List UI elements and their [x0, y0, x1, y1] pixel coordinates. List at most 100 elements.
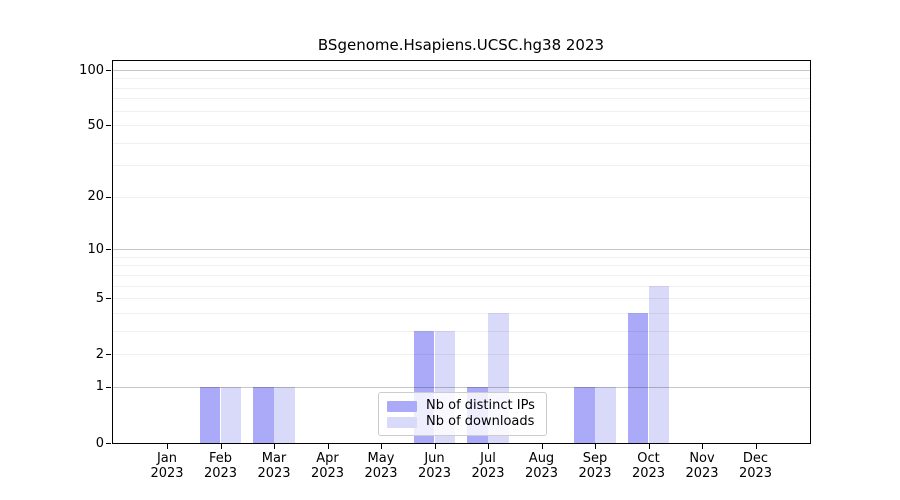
x-tick-year: 2023	[578, 466, 612, 481]
bar-nb-of-downloads-feb	[220, 386, 242, 443]
x-tick-nov	[702, 444, 703, 449]
x-tick-month: May	[367, 451, 395, 466]
x-tick-year: 2023	[203, 466, 238, 481]
x-tick-label-jan: Jan 2023	[135, 451, 199, 481]
x-tick-label-feb: Feb 2023	[189, 451, 253, 481]
x-tick-jul	[488, 444, 489, 449]
x-tick-month: Apr	[316, 451, 339, 466]
x-tick-year: 2023	[257, 466, 291, 481]
x-tick-aug	[541, 444, 543, 449]
x-tick-year: 2023	[364, 466, 398, 481]
bar-nb-of-downloads-oct	[648, 285, 670, 443]
legend-label-downloads: Nb of downloads	[426, 414, 535, 429]
legend-item-distinct-ips: Nb of distinct IPs	[387, 398, 538, 414]
x-tick-year: 2023	[471, 466, 505, 481]
y-tick-1	[106, 386, 111, 388]
gridline-major-100	[112, 70, 810, 71]
x-tick-sep	[595, 444, 596, 449]
gridline-minor-20	[112, 196, 810, 198]
x-tick-label-oct: Oct 2023	[617, 451, 681, 481]
y-tick-label-2: 2	[95, 346, 104, 362]
gridline-minor-9	[112, 256, 810, 258]
x-tick-year: 2023	[524, 466, 559, 481]
bar-nb-of-distinct-ips-mar	[253, 386, 274, 443]
x-tick-label-may: May 2023	[349, 451, 413, 481]
gridline-minor-90	[112, 78, 810, 80]
x-tick-month: Nov	[689, 451, 715, 466]
x-tick-month: Jan	[156, 451, 178, 466]
x-tick-month: Jul	[480, 451, 496, 466]
axis-spine-right	[810, 60, 811, 444]
x-tick-year: 2023	[310, 466, 345, 481]
x-tick-month: Aug	[528, 451, 555, 466]
gridline-minor-3	[112, 330, 810, 332]
x-tick-label-sep: Sep 2023	[563, 451, 627, 481]
y-tick-label-5: 5	[95, 290, 104, 306]
bar-nb-of-downloads-sep	[595, 386, 616, 443]
y-tick-label-1: 1	[95, 379, 104, 395]
axis-spine-left	[112, 60, 113, 444]
gridline-minor-4	[112, 312, 810, 314]
x-tick-month: Mar	[261, 451, 287, 466]
legend-item-downloads: Nb of downloads	[387, 414, 538, 430]
chart-title: BSgenome.Hsapiens.UCSC.hg38 2023	[317, 36, 605, 54]
x-tick-label-aug: Aug 2023	[510, 451, 574, 481]
y-tick-label-0: 0	[95, 435, 104, 451]
gridline-major-1	[112, 386, 810, 388]
bar-nb-of-distinct-ips-oct	[627, 312, 649, 443]
y-tick-label-20: 20	[87, 189, 104, 205]
x-tick-jun	[434, 444, 436, 449]
x-tick-year: 2023	[685, 466, 719, 481]
x-tick-year: 2023	[631, 466, 666, 481]
y-tick-label-10: 10	[87, 241, 104, 257]
x-tick-month: Oct	[637, 451, 660, 466]
x-tick-label-jul: Jul 2023	[456, 451, 520, 481]
gridline-minor-8	[112, 265, 810, 267]
x-tick-month: Jun	[424, 451, 445, 466]
x-tick-label-jun: Jun 2023	[403, 451, 467, 481]
y-tick-100	[106, 70, 111, 71]
x-tick-oct	[648, 444, 650, 449]
gridline-minor-6	[112, 285, 810, 287]
y-tick-2	[106, 354, 111, 356]
y-tick-label-50: 50	[87, 117, 104, 133]
y-tick-50	[106, 125, 111, 127]
x-tick-apr	[327, 444, 329, 449]
axis-spine-bottom	[112, 443, 811, 444]
x-tick-year: 2023	[738, 466, 773, 481]
gridline-minor-60	[112, 110, 810, 112]
x-tick-month: Feb	[208, 451, 233, 466]
x-tick-may	[381, 444, 382, 449]
x-tick-label-nov: Nov 2023	[670, 451, 734, 481]
legend: Nb of distinct IPs Nb of downloads	[378, 392, 547, 436]
y-tick-20	[106, 196, 111, 198]
gridline-minor-30	[112, 165, 810, 167]
x-tick-feb	[220, 444, 222, 449]
bar-nb-of-distinct-ips-sep	[574, 386, 595, 443]
bar-nb-of-downloads-mar	[274, 386, 295, 443]
plot-area: 0 1 2 5 10 20 50 100 Jan 2023 Feb 2023 Mar 2023 Apr 202…	[79, 60, 810, 481]
x-tick-mar	[274, 444, 275, 449]
x-tick-label-mar: Mar 2023	[242, 451, 306, 481]
x-tick-year: 2023	[417, 466, 452, 481]
gridline-minor-50	[112, 125, 810, 127]
y-tick-0	[106, 443, 111, 444]
y-tick-label-100: 100	[79, 62, 104, 78]
y-tick-10	[106, 249, 111, 251]
x-tick-label-apr: Apr 2023	[296, 451, 360, 481]
gridline-minor-2	[112, 354, 810, 356]
bar-nb-of-distinct-ips-feb	[199, 386, 221, 443]
x-tick-year: 2023	[150, 466, 184, 481]
x-tick-month: Sep	[582, 451, 608, 466]
gridline-major-10	[112, 249, 810, 251]
gridline-minor-70	[112, 98, 810, 100]
gridline-minor-7	[112, 274, 810, 276]
gridline-minor-5	[112, 298, 810, 300]
x-tick-dec	[755, 444, 757, 449]
gridline-minor-80	[112, 87, 810, 89]
legend-swatch-distinct-ips	[387, 400, 417, 412]
gridline-minor-40	[112, 142, 810, 144]
x-tick-label-dec: Dec 2023	[724, 451, 788, 481]
legend-label-distinct-ips: Nb of distinct IPs	[426, 398, 535, 413]
